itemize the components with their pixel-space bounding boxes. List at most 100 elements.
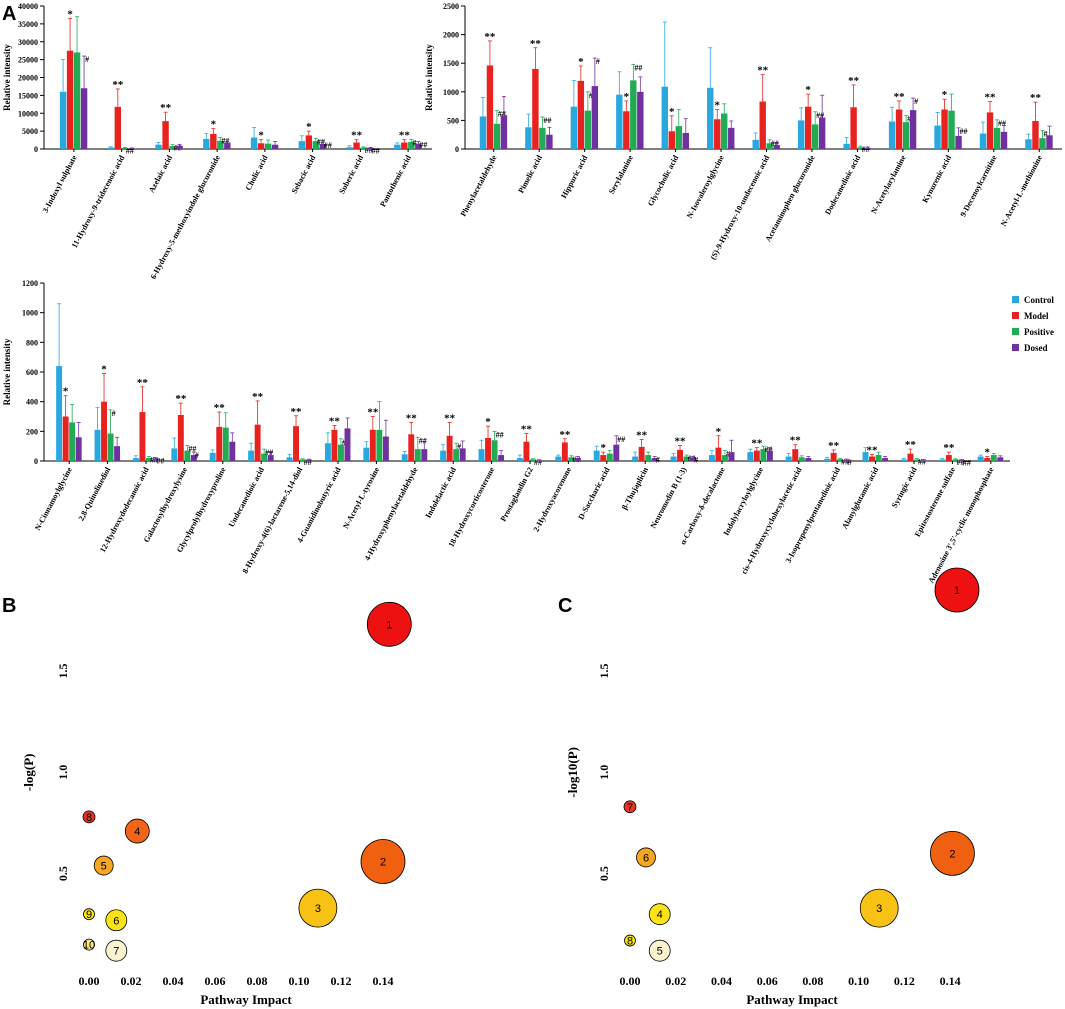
bar-dosed (690, 458, 697, 461)
significance-mark: # (112, 409, 116, 418)
pathway-bubble (82, 810, 96, 824)
significance-mark: ** (894, 91, 906, 103)
legend-label-positive: Positive (1024, 327, 1054, 337)
bubble-label: 9 (86, 909, 92, 921)
y-tick-label: 20000 (18, 74, 38, 83)
bar-positive (146, 458, 152, 461)
significance-mark: ## (543, 116, 551, 125)
bar-dosed (997, 457, 1004, 461)
category-label: D-Saccharic acid (576, 465, 611, 521)
significance-mark: # (694, 456, 698, 465)
significance-mark: ** (905, 439, 917, 451)
bar-control (248, 450, 255, 461)
significance-mark: ** (559, 429, 571, 441)
category-label: Hippuric acid (559, 153, 589, 200)
pathway-bubble (360, 839, 406, 884)
y-axis-title: Relative intensity (2, 338, 12, 405)
y-tick-label: 0 (34, 457, 38, 466)
bar-positive (169, 146, 176, 149)
bar-dosed (958, 460, 965, 461)
bubble-label: 3 (315, 903, 321, 915)
significance-mark: ## (956, 458, 964, 467)
bubble-label: 7 (113, 946, 119, 958)
category-label: Glycocholic acid (646, 153, 681, 207)
significance-mark: ** (757, 65, 769, 77)
significance-mark: ## (816, 111, 824, 120)
bar-model (162, 121, 169, 149)
bubble-chart-c: 0.00 0.02 0.04 0.06 0.08 0.10 0.12 0.14 0.5 1.0 1.… (565, 567, 980, 1007)
bar-chart-a1: 0 5000 10000 15000 20000 25000 30000 35000 40000… (2, 2, 432, 281)
bar-positive (69, 422, 76, 461)
category-label: N-Acetyl-L-methionine (999, 153, 1044, 227)
x-axis-title: Pathway Impact (200, 992, 292, 1007)
bar-dosed (75, 437, 82, 461)
bar-dosed (728, 452, 735, 461)
y-tick-label: 400 (26, 398, 38, 407)
bar-model (139, 412, 146, 461)
x-tick-label: 0.10 (848, 974, 869, 988)
pathway-bubble (298, 888, 338, 928)
bar-control (155, 144, 162, 149)
significance-mark: ## (156, 457, 164, 466)
bar-positive (902, 122, 910, 149)
x-tick-label: 0.10 (289, 974, 310, 988)
bar-control (593, 450, 600, 461)
bar-model (62, 416, 69, 461)
bar-dosed (728, 127, 735, 149)
bar-positive (264, 143, 272, 149)
bar-model (577, 80, 585, 149)
bar-positive (645, 455, 652, 461)
bar-dosed (224, 142, 231, 149)
significance-mark: * (600, 442, 606, 454)
bar-control (632, 456, 639, 461)
bar-dosed (271, 144, 279, 149)
bar-control (107, 147, 115, 149)
bar-model (941, 109, 948, 149)
bar-dosed (882, 458, 889, 461)
bubble-label: 6 (113, 915, 119, 927)
y-tick-label: 1.5 (56, 663, 70, 678)
bar-model (177, 415, 184, 461)
y-axis-title: Relative intensity (2, 44, 12, 111)
category-label: Pantothenic acid (378, 153, 413, 208)
category-label: Galactosylhydroxylysine (142, 465, 190, 544)
bar-model (401, 142, 408, 149)
x-tick-label: 0.14 (373, 974, 394, 988)
bar-positive (857, 147, 864, 149)
bar-positive (184, 450, 191, 461)
bar-model (668, 131, 675, 149)
significance-mark: * (669, 106, 675, 118)
pathway-bubble (124, 818, 150, 844)
bar-control (209, 452, 216, 461)
category-label: 2,8-Quinolinediol (77, 465, 113, 522)
significance-mark: ## (841, 457, 849, 466)
significance-mark: ## (998, 119, 1006, 128)
bar-control (785, 456, 792, 461)
bar-positive (914, 459, 920, 461)
bar-model (254, 424, 261, 461)
significance-mark: ## (419, 140, 427, 149)
bar-dosed (498, 455, 505, 461)
bar-positive (539, 127, 546, 149)
bar-control (670, 456, 677, 461)
bar-control (478, 449, 485, 461)
significance-mark: ## (419, 436, 427, 445)
category-label: Sebacic acid (290, 153, 318, 195)
significance-mark: ## (265, 448, 273, 457)
bar-dosed (190, 455, 197, 461)
category-label: Phenylacetaldehyde (459, 153, 499, 218)
significance-mark: * (942, 89, 948, 101)
bar-model (850, 107, 857, 149)
bar-model (714, 119, 721, 149)
bar-positive (630, 80, 637, 149)
significance-mark: ** (214, 402, 226, 414)
significance-mark: * (258, 130, 264, 142)
bar-dosed (909, 110, 917, 149)
bar-model (869, 456, 875, 461)
category-label: 18-Hydroxycorticosterone (447, 465, 497, 548)
category-label: 4-Guanidinobutyric acid (295, 465, 343, 544)
bar-positive (875, 455, 882, 461)
y-tick-label: 500 (447, 116, 459, 125)
bar-positive (376, 429, 383, 461)
significance-mark: ## (372, 146, 380, 155)
